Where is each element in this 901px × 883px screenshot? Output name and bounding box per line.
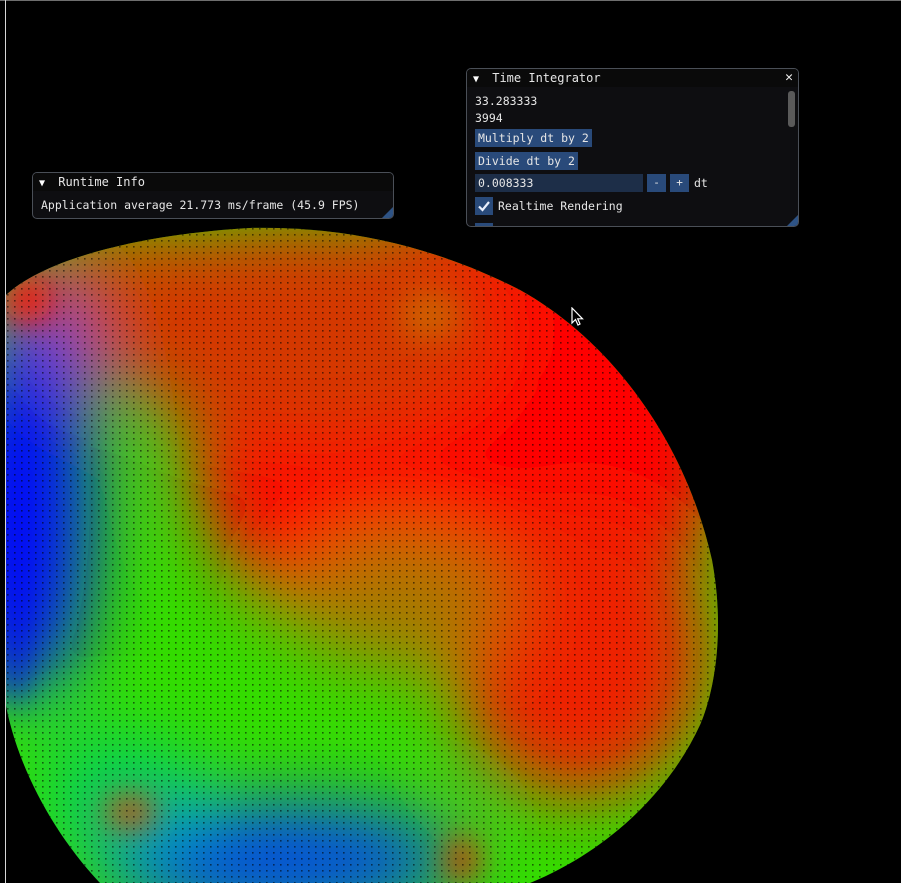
realtime-rendering-label: Realtime Rendering	[498, 199, 623, 213]
collapse-triangle-icon[interactable]: ▼	[473, 74, 480, 85]
dt-input[interactable]: 0.008333	[475, 174, 643, 192]
divide-dt-button[interactable]: Divide dt by 2	[475, 152, 578, 170]
multiply-dt-button[interactable]: Multiply dt by 2	[475, 129, 592, 147]
resize-grip-icon[interactable]	[382, 207, 393, 218]
dt-label: dt	[694, 176, 708, 190]
frame-stats-text: Application average 21.773 ms/frame (45.…	[41, 198, 360, 212]
resize-grip-icon[interactable]	[787, 215, 798, 226]
checkmark-icon	[478, 201, 490, 212]
next-widget-partial	[475, 223, 493, 226]
viewport-top-border	[0, 0, 901, 1]
time-integrator-window[interactable]: ▼ Time Integrator ✕ 33.283333 3994 Multi…	[466, 68, 799, 227]
realtime-rendering-checkbox[interactable]	[475, 197, 493, 215]
viewport-left-border	[5, 0, 6, 883]
mouse-pointer-icon	[571, 307, 584, 326]
collapse-triangle-icon[interactable]: ▼	[39, 178, 46, 189]
runtime-info-title-bar[interactable]: ▼ Runtime Info	[33, 173, 393, 191]
runtime-info-title: Runtime Info	[58, 175, 145, 189]
dt-decrement-button[interactable]: -	[647, 174, 666, 192]
close-icon[interactable]: ✕	[785, 70, 793, 85]
dt-increment-button[interactable]: +	[670, 174, 689, 192]
runtime-info-window[interactable]: ▼ Runtime Info Application average 21.77…	[32, 172, 394, 219]
step-count-value: 3994	[475, 111, 503, 125]
fluid-blob	[5, 227, 719, 883]
window-scrollbar[interactable]	[788, 89, 796, 226]
simulation-time-value: 33.283333	[475, 94, 538, 108]
time-integrator-title-bar[interactable]: ▼ Time Integrator ✕	[467, 69, 798, 87]
time-integrator-title: Time Integrator	[492, 71, 601, 85]
scrollbar-thumb[interactable]	[788, 91, 795, 127]
